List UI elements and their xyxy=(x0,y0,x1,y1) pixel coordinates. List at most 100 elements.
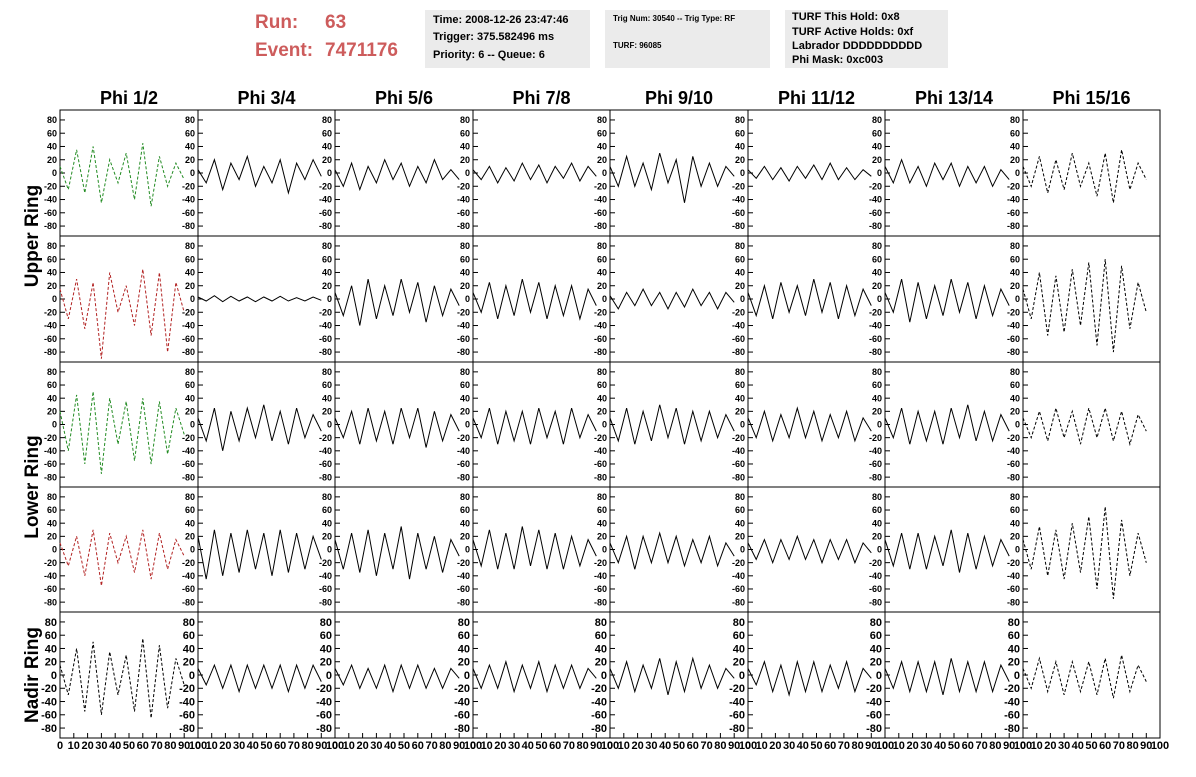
y-tick-label: -20 xyxy=(44,433,57,443)
y-tick-label: -80 xyxy=(457,221,470,231)
y-tick-label: 20 xyxy=(47,155,57,165)
y-tick-label: -40 xyxy=(44,195,57,205)
y-tick-label: 0 xyxy=(327,545,332,555)
waveform xyxy=(609,152,735,203)
y-tick-label: -20 xyxy=(454,683,470,695)
y-tick-label: -80 xyxy=(594,347,607,357)
info-box xyxy=(605,10,770,68)
y-tick-label: 40 xyxy=(1008,643,1020,655)
run-label: Run: xyxy=(255,12,298,33)
y-tick-label: 60 xyxy=(185,380,195,390)
waveform xyxy=(747,161,872,182)
y-tick-label: 60 xyxy=(460,505,470,515)
y-tick-label: 40 xyxy=(185,518,195,528)
info-text: Phi Mask: 0xc003 xyxy=(792,54,883,66)
y-tick-label: -20 xyxy=(732,433,745,443)
x-tick-label: 20 xyxy=(356,740,368,752)
x-tick-label: 90 xyxy=(178,740,190,752)
y-tick-label: 0 xyxy=(877,294,882,304)
y-tick-label: 20 xyxy=(597,281,607,291)
y-tick-label: 80 xyxy=(47,492,57,502)
y-tick-label: 60 xyxy=(320,630,332,642)
y-tick-label: -40 xyxy=(457,195,470,205)
x-tick-label: 20 xyxy=(494,740,506,752)
y-tick-label: 40 xyxy=(735,393,745,403)
y-tick-label: -40 xyxy=(182,195,195,205)
y-tick-label: 80 xyxy=(1010,241,1020,251)
y-tick-label: -20 xyxy=(594,433,607,443)
x-tick-label: 0 xyxy=(470,740,476,752)
y-tick-label: 0 xyxy=(465,294,470,304)
y-tick-label: 20 xyxy=(460,406,470,416)
y-tick-label: -60 xyxy=(319,208,332,218)
y-tick-label: 60 xyxy=(47,505,57,515)
event-label: Event: xyxy=(255,40,313,61)
y-tick-label: 0 xyxy=(190,420,195,430)
y-tick-label: -60 xyxy=(732,584,745,594)
y-tick-label: -40 xyxy=(591,696,607,708)
y-tick-label: -20 xyxy=(866,683,882,695)
y-tick-label: -80 xyxy=(729,723,745,735)
x-tick-label: 50 xyxy=(673,740,685,752)
x-tick-label: 70 xyxy=(1113,740,1125,752)
x-tick-label: 50 xyxy=(535,740,547,752)
y-tick-label: -60 xyxy=(732,459,745,469)
x-tick-label: 50 xyxy=(810,740,822,752)
x-tick-label: 0 xyxy=(332,740,338,752)
x-tick-label: 60 xyxy=(1099,740,1111,752)
y-tick-label: -20 xyxy=(182,307,195,317)
x-tick-label: 60 xyxy=(687,740,699,752)
y-tick-label: -80 xyxy=(179,723,195,735)
x-tick-label: 20 xyxy=(219,740,231,752)
y-tick-label: -80 xyxy=(319,472,332,482)
y-tick-label: -40 xyxy=(729,696,745,708)
waveform xyxy=(472,659,597,694)
x-tick-label: 80 xyxy=(164,740,176,752)
y-tick-label: -40 xyxy=(44,321,57,331)
x-tick-label: 90 xyxy=(590,740,602,752)
info-text: Time: 2008-12-26 23:47:46 xyxy=(433,14,569,26)
info-text: TURF Active Holds: 0xf xyxy=(792,26,914,38)
y-tick-label: -80 xyxy=(732,597,745,607)
y-tick-label: 0 xyxy=(190,294,195,304)
y-tick-label: 0 xyxy=(52,545,57,555)
y-tick-label: 60 xyxy=(47,254,57,264)
y-tick-label: 0 xyxy=(465,420,470,430)
waveform xyxy=(197,154,322,195)
y-tick-label: -20 xyxy=(869,558,882,568)
x-tick-label: 60 xyxy=(274,740,286,752)
y-tick-label: 0 xyxy=(190,545,195,555)
y-tick-label: -60 xyxy=(44,334,57,344)
x-tick-label: 90 xyxy=(865,740,877,752)
waveform xyxy=(884,658,1010,696)
y-tick-label: 0 xyxy=(877,545,882,555)
x-tick-label: 70 xyxy=(288,740,300,752)
y-tick-label: 20 xyxy=(735,281,745,291)
waveform xyxy=(1022,259,1147,353)
y-tick-label: 0 xyxy=(327,168,332,178)
x-tick-label: 50 xyxy=(948,740,960,752)
y-tick-label: -20 xyxy=(44,307,57,317)
y-tick-label: -20 xyxy=(594,181,607,191)
y-tick-label: 60 xyxy=(183,630,195,642)
y-tick-label: 0 xyxy=(327,294,332,304)
y-tick-label: 60 xyxy=(1008,630,1020,642)
y-tick-label: -20 xyxy=(732,181,745,191)
x-tick-label: 80 xyxy=(1126,740,1138,752)
column-title: Phi 13/14 xyxy=(915,88,993,108)
y-tick-label: -40 xyxy=(44,446,57,456)
y-tick-label: 40 xyxy=(47,518,57,528)
y-tick-label: 60 xyxy=(595,630,607,642)
y-tick-label: 0 xyxy=(877,420,882,430)
y-tick-label: 80 xyxy=(872,241,882,251)
y-tick-label: -60 xyxy=(869,334,882,344)
y-tick-label: -60 xyxy=(866,710,882,722)
y-tick-label: 40 xyxy=(1010,393,1020,403)
y-tick-label: 20 xyxy=(1010,155,1020,165)
y-tick-label: 40 xyxy=(460,393,470,403)
y-tick-label: 20 xyxy=(1010,531,1020,541)
y-tick-label: 20 xyxy=(872,531,882,541)
y-tick-label: 80 xyxy=(597,492,607,502)
y-tick-label: 40 xyxy=(322,518,332,528)
